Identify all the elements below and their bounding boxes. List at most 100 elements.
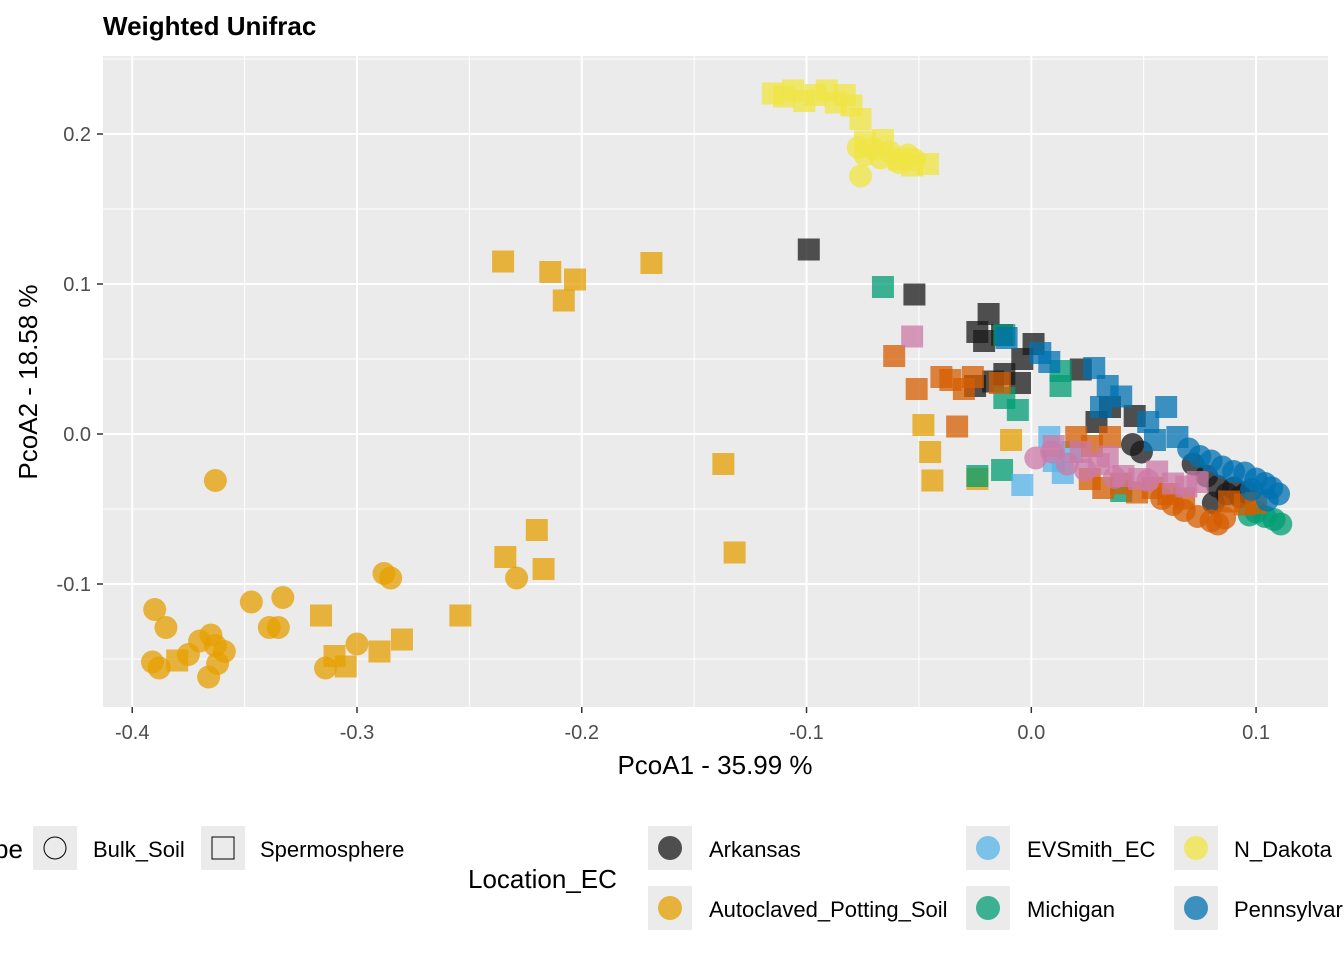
legend-key-bg [201,826,245,870]
point-autoclaved-potting-soil [912,414,935,436]
point-orange [905,378,928,400]
point-autoclaved-potting-soil [147,656,171,680]
point-orange [961,366,984,388]
point-autoclaved-potting-soil [712,453,735,475]
legend-color-key-arkansas [658,836,682,860]
point-pink [1040,440,1064,464]
x-axis-title: PcoA1 - 35.99 % [617,750,812,780]
point-autoclaved-potting-soil [564,268,587,291]
point-n-dakota [849,108,872,130]
x-tick-label: -0.3 [340,722,374,744]
point-autoclaved-potting-soil [390,628,413,651]
x-tick-label: 0.0 [1017,722,1045,744]
point-autoclaved-potting-soil [921,469,944,492]
point-autoclaved-potting-soil [449,604,472,627]
point-michigan [1049,375,1072,397]
point-pennsylvar [1143,429,1166,451]
legend-color-key-autoclaved [658,896,682,920]
shape-legend-title: pe [0,834,23,864]
plot-panel [103,56,1328,707]
point-autoclaved-potting-soil [310,604,333,627]
legend-label-n-dakota: N_Dakota [1234,837,1333,862]
data-points [140,79,1293,689]
point-pennsylvar [995,327,1018,349]
point-autoclaved-potting-soil [203,469,227,492]
point-autoclaved-potting-soil [1000,429,1023,451]
point-autoclaved-potting-soil [143,598,167,621]
point-evsmith-ec [1011,474,1034,496]
legend-label-bulk-soil: Bulk_Soil [93,837,185,862]
circle-shape-icon [43,836,67,860]
point-autoclaved-potting-soil [723,541,746,564]
x-tick-label: -0.4 [115,722,149,744]
point-autoclaved-potting-soil [494,546,517,568]
y-tick-label: 0.0 [63,424,91,446]
point-autoclaved-potting-soil [345,632,369,656]
point-pennsylvar [1038,351,1061,373]
shape-legend: pe Bulk_Soil Spermosphere [0,826,404,870]
point-autoclaved-potting-soil [505,566,529,590]
legend-color-key-n-dakota [1184,836,1208,860]
square-shape-icon [211,836,235,860]
point-autoclaved-potting-soil [197,665,221,689]
legend-color-key-evsmith [976,836,1000,860]
legend-key-bg [33,826,77,870]
point-orange [883,345,906,367]
point-pennsylvar [1083,357,1106,379]
point-pink [1055,452,1079,476]
legend-label-autoclaved: Autoclaved_Potting_Soil [709,897,948,922]
point-arkansas [973,330,996,352]
point-autoclaved-potting-soil [334,655,357,678]
point-arkansas [903,283,926,306]
point-autoclaved-potting-soil [368,640,391,663]
point-pennsylvar [1155,396,1178,418]
legend-label-spermosphere: Spermosphere [260,837,404,862]
point-pennsylvar [1240,478,1264,501]
point-autoclaved-potting-soil [539,261,562,283]
point-orange [946,415,969,438]
x-tick-label: -0.1 [789,722,823,744]
point-michigan [1269,512,1293,536]
point-pink [1186,471,1209,493]
point-autoclaved-potting-soil [640,252,663,274]
point-autoclaved-potting-soil [166,649,189,672]
y-tick-label: -0.1 [57,574,91,596]
x-axis-ticks: -0.4 -0.3 -0.2 -0.1 0.0 0.1 [115,707,1270,744]
point-arkansas [797,238,820,261]
point-arkansas [1011,348,1034,370]
point-orange [1213,506,1237,530]
chart-title: Weighted Unifrac [103,11,316,41]
y-axis-title: PcoA2 - 18.58 % [13,284,43,479]
point-pink [1073,458,1097,482]
legend-color-key-pennsylvar [1184,896,1208,920]
point-pennsylvar [1089,396,1112,418]
point-pink [1136,469,1160,492]
point-orange [988,372,1011,394]
point-michigan [966,465,989,487]
y-tick-label: 0.2 [63,124,91,146]
grid-lines [103,56,1328,707]
point-arkansas [977,303,1000,325]
point-autoclaved-potting-soil [271,586,295,609]
point-pink [901,325,924,348]
point-michigan [991,459,1014,481]
point-pink [1102,466,1126,489]
point-autoclaved-potting-soil [239,590,263,614]
point-orange [1098,426,1121,448]
legend-color-key-michigan [976,896,1000,920]
point-pink [1096,445,1119,468]
point-autoclaved-potting-soil [379,566,403,590]
point-michigan [871,276,894,298]
point-autoclaved-potting-soil [154,616,178,639]
point-autoclaved-potting-soil [919,441,942,463]
point-autoclaved-potting-soil [492,250,515,273]
legend-label-pennsylvar: Pennsylvar [1234,897,1343,922]
point-pennsylvar [1137,411,1160,433]
legend-label-evsmith: EVSmith_EC [1027,837,1155,862]
color-legend-title: Location_EC [468,864,617,894]
legend-label-michigan: Michigan [1027,897,1115,922]
point-autoclaved-potting-soil [552,289,575,312]
color-legend: Location_EC Arkansas Autoclaved_Potting_… [468,826,1343,930]
point-n-dakota [902,148,926,171]
